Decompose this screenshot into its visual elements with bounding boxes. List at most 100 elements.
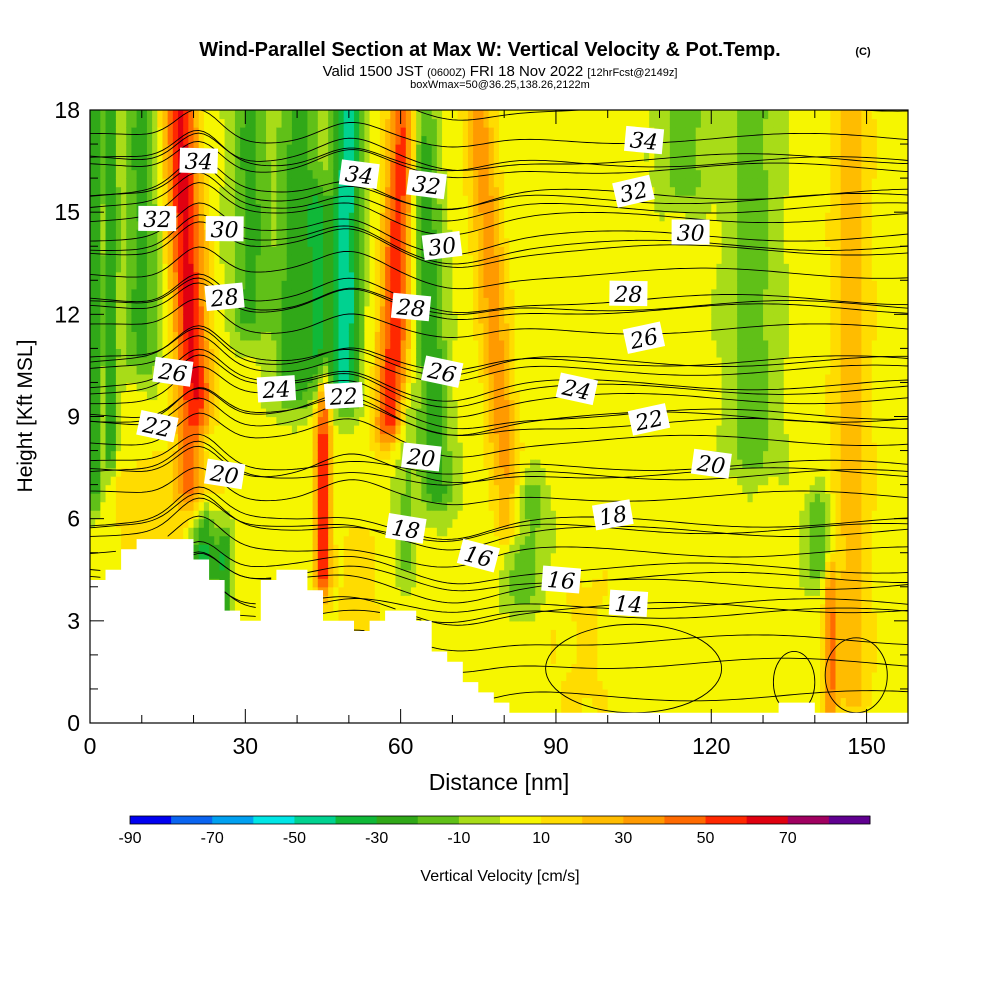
w-cell bbox=[400, 493, 407, 503]
w-cell bbox=[322, 322, 329, 332]
w-cell bbox=[297, 450, 303, 460]
w-cell bbox=[214, 535, 221, 545]
w-cell bbox=[436, 127, 443, 137]
w-cell bbox=[95, 144, 101, 154]
w-cell bbox=[379, 186, 386, 196]
w-cell bbox=[297, 382, 303, 392]
w-cell bbox=[442, 569, 448, 579]
w-cell bbox=[250, 314, 257, 324]
w-cell bbox=[209, 331, 215, 341]
w-cell bbox=[229, 518, 236, 528]
w-cell bbox=[193, 493, 200, 503]
w-cell bbox=[240, 425, 246, 435]
w-cell bbox=[421, 390, 428, 401]
w-cell bbox=[374, 561, 381, 571]
w-cell bbox=[198, 195, 205, 205]
w-cell bbox=[255, 237, 262, 247]
w-cell bbox=[209, 407, 215, 418]
w-cell bbox=[307, 118, 314, 128]
w-cell bbox=[255, 305, 262, 315]
w-cell bbox=[421, 510, 428, 520]
w-cell bbox=[374, 493, 381, 503]
w-cell bbox=[188, 442, 195, 452]
w-cell bbox=[209, 510, 215, 520]
w-cell bbox=[219, 407, 226, 418]
w-cell bbox=[276, 348, 283, 358]
w-cell bbox=[374, 425, 381, 435]
w-cell bbox=[395, 603, 402, 613]
w-cell bbox=[400, 382, 407, 392]
w-cell bbox=[250, 254, 257, 264]
w-cell bbox=[90, 237, 96, 247]
w-cell bbox=[271, 348, 277, 358]
w-cell bbox=[250, 178, 257, 188]
w-cell bbox=[183, 407, 189, 418]
w-cell bbox=[354, 288, 360, 298]
w-cell bbox=[229, 450, 236, 460]
w-cell bbox=[224, 237, 231, 247]
w-cell bbox=[209, 322, 215, 332]
w-cell bbox=[229, 425, 236, 435]
w-cell bbox=[255, 399, 262, 409]
w-cell bbox=[167, 339, 174, 349]
w-cell bbox=[188, 203, 195, 213]
w-cell bbox=[281, 339, 288, 349]
w-cell bbox=[395, 127, 402, 137]
w-cell bbox=[141, 161, 148, 171]
w-cell bbox=[110, 331, 117, 341]
w-cell bbox=[214, 203, 221, 213]
w-cell bbox=[307, 314, 314, 324]
w-cell bbox=[131, 373, 138, 384]
w-cell bbox=[276, 416, 283, 426]
w-cell bbox=[224, 603, 231, 613]
w-cell bbox=[379, 135, 386, 145]
w-cell bbox=[410, 382, 417, 392]
w-cell bbox=[100, 510, 107, 520]
w-cell bbox=[115, 220, 122, 230]
w-cell bbox=[198, 220, 205, 230]
w-cell bbox=[426, 288, 433, 298]
w-cell bbox=[115, 476, 122, 486]
w-cell bbox=[442, 510, 448, 520]
w-cell bbox=[354, 263, 360, 273]
w-cell bbox=[240, 348, 246, 358]
w-cell bbox=[338, 603, 345, 613]
w-cell bbox=[234, 390, 241, 401]
w-cell bbox=[390, 390, 397, 401]
w-cell bbox=[178, 467, 184, 477]
w-cell bbox=[229, 186, 236, 196]
w-cell bbox=[369, 356, 376, 367]
w-cell bbox=[162, 390, 169, 401]
w-cell bbox=[178, 127, 184, 137]
w-cell bbox=[183, 501, 189, 511]
w-cell bbox=[255, 493, 262, 503]
w-cell bbox=[146, 280, 153, 290]
w-cell bbox=[260, 135, 267, 145]
w-cell bbox=[405, 348, 412, 358]
w-cell bbox=[276, 365, 283, 375]
w-cell bbox=[426, 407, 433, 418]
w-cell bbox=[183, 331, 189, 341]
w-cell bbox=[110, 459, 117, 469]
w-cell bbox=[234, 203, 241, 213]
w-cell bbox=[224, 442, 231, 452]
w-cell bbox=[317, 501, 324, 511]
w-cell bbox=[354, 186, 360, 196]
w-cell bbox=[178, 305, 184, 315]
w-cell bbox=[193, 220, 200, 230]
w-cell bbox=[307, 127, 314, 137]
w-cell bbox=[317, 246, 324, 256]
w-cell bbox=[400, 433, 407, 443]
w-cell bbox=[183, 297, 189, 307]
w-cell bbox=[307, 110, 314, 120]
w-cell bbox=[379, 535, 386, 545]
w-cell bbox=[245, 433, 252, 443]
w-cell bbox=[359, 314, 365, 324]
w-cell bbox=[250, 237, 257, 247]
w-cell bbox=[105, 433, 112, 443]
w-cell bbox=[121, 442, 127, 452]
w-cell bbox=[198, 535, 205, 545]
w-cell bbox=[219, 484, 226, 494]
w-cell bbox=[291, 501, 298, 511]
w-cell bbox=[198, 425, 205, 435]
